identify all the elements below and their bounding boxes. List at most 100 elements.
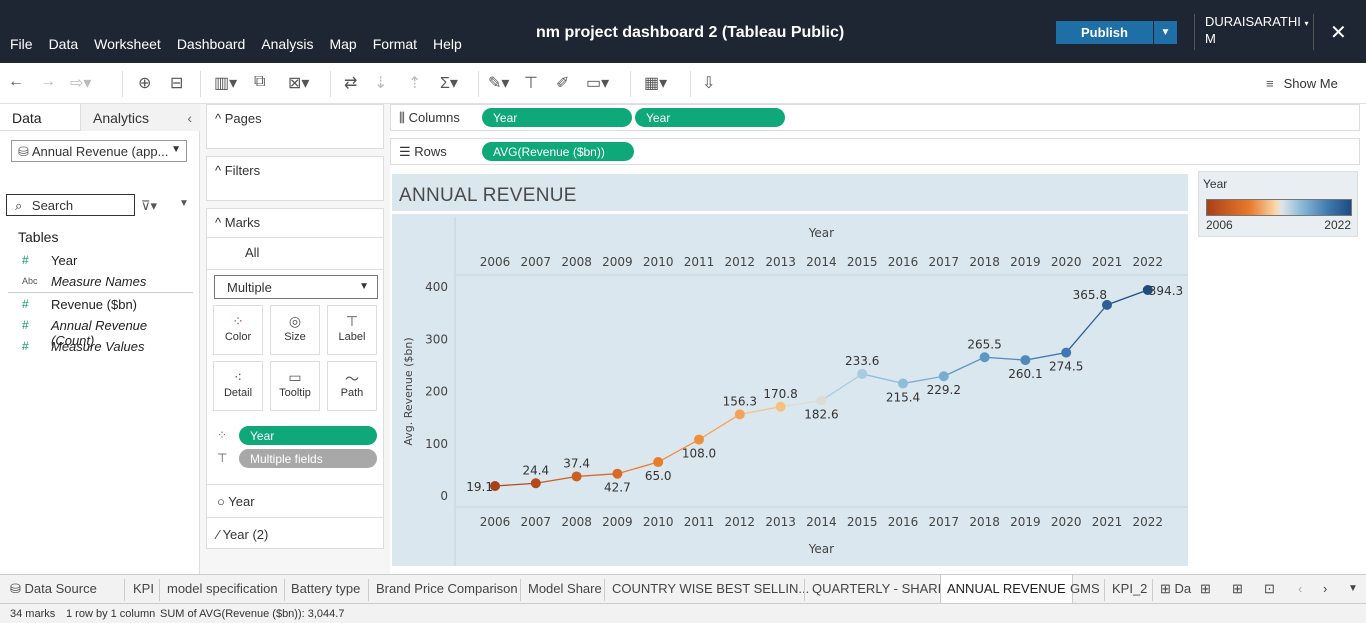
menu-data[interactable]: Data <box>48 36 79 52</box>
columns-shelf[interactable]: ⫼ Columns Year Year <box>390 104 1360 131</box>
new-datasource-icon[interactable]: ⊕ <box>138 75 152 92</box>
sheet-tab-model-specification[interactable]: model specification <box>167 581 278 596</box>
sort-asc-icon[interactable]: ⇣ <box>374 75 388 92</box>
marks-sub-card-year[interactable]: ○ Year <box>217 494 255 509</box>
pages-card[interactable]: ^ Pages <box>206 104 384 149</box>
redo-icon[interactable]: ⇨▾ <box>70 75 92 92</box>
search-input[interactable]: ⌕ Search <box>6 194 135 216</box>
publish-button[interactable]: Publish <box>1056 21 1153 44</box>
filters-card[interactable]: ^ Filters <box>206 156 384 201</box>
marks-pill-year[interactable]: Year <box>239 426 377 445</box>
status-bar: 34 marks 1 row by 1 column SUM of AVG(Re… <box>0 603 1366 623</box>
user-menu[interactable]: DURAISARATHI ▾ M <box>1194 14 1314 50</box>
marks-all-tab[interactable]: All <box>245 245 260 260</box>
menu-analysis[interactable]: Analysis <box>261 36 314 52</box>
sheet-tab-quarterly-share[interactable]: QUARTERLY - SHARE <box>812 581 947 596</box>
label-button[interactable]: ⊤ Label <box>327 305 377 355</box>
show-me-button[interactable]: ≡ Show Me <box>1266 76 1338 91</box>
field-name: Annual Revenue (Count) <box>51 318 148 348</box>
menu-help[interactable]: Help <box>433 36 462 52</box>
data-label: 229.2 <box>927 383 961 397</box>
menu-file[interactable]: File <box>10 36 33 52</box>
field-annual-revenue-count[interactable]: # Annual Revenue (Count) <box>0 315 193 348</box>
publish-dropdown-icon[interactable]: ▼ <box>1154 21 1177 44</box>
swap-icon[interactable]: ⇄ <box>344 75 358 92</box>
legend-max: 2022 <box>1324 218 1351 232</box>
new-worksheet-icon[interactable]: ⊞ <box>1200 581 1211 596</box>
format-icon[interactable]: ✐ <box>556 75 570 92</box>
download-icon[interactable]: ⇩ <box>702 75 716 92</box>
scroll-right-icon[interactable]: › <box>1323 581 1328 596</box>
sheet-tab-kpi[interactable]: KPI <box>133 581 154 596</box>
menu-format[interactable]: Format <box>372 36 418 52</box>
color-icon: ⁘ <box>232 313 244 329</box>
data-source-select[interactable]: ⛁ Annual Revenue (app... ▼ <box>11 140 187 162</box>
sheet-tab-gms[interactable]: GMS <box>1070 581 1100 596</box>
collapse-icon[interactable]: ‹ <box>187 110 192 126</box>
new-dashboard-icon[interactable]: ⊞ <box>1232 581 1243 596</box>
mark-type-select[interactable]: Multiple ▼ <box>214 275 378 299</box>
scroll-left-icon[interactable]: ‹ <box>1298 581 1303 596</box>
duplicate-sheet-icon[interactable]: ⧉ <box>254 73 266 90</box>
series-line-segment <box>1065 304 1108 353</box>
more-options-icon[interactable]: ▼ <box>179 198 189 209</box>
totals-icon[interactable]: Σ▾ <box>440 75 458 92</box>
tab-data[interactable]: Data <box>12 110 42 126</box>
columns-pill-year-2[interactable]: Year <box>635 108 785 127</box>
color-legend[interactable]: Year 2006 2022 <box>1198 171 1358 237</box>
sheet-tab-kpi-2[interactable]: KPI_2 <box>1112 581 1148 596</box>
top-tick-label: 2011 <box>684 255 715 269</box>
bottom-tick-label: 2021 <box>1092 515 1123 529</box>
color-button[interactable]: ⁘ Color <box>213 305 263 355</box>
path-icon: 〜 <box>345 371 359 387</box>
field-year[interactable]: # Year <box>0 250 193 271</box>
field-name: Revenue ($bn) <box>51 297 137 312</box>
back-icon[interactable]: ← <box>8 73 24 90</box>
forward-icon[interactable]: → <box>40 73 56 90</box>
y-tick-label: 400 <box>425 280 448 294</box>
presentation-icon[interactable]: ▦▾ <box>644 75 668 92</box>
columns-pill-year[interactable]: Year <box>482 108 632 127</box>
marks-pill-multiple-fields[interactable]: Multiple fields <box>239 449 377 468</box>
field-measure-names[interactable]: Abc Measure Names <box>0 271 193 292</box>
tab-analytics[interactable]: Analytics ‹ <box>80 104 200 131</box>
data-pane-tabs: Data Analytics ‹ <box>0 104 200 131</box>
menu-map[interactable]: Map <box>329 36 357 52</box>
field-measure-values[interactable]: # Measure Values <box>0 336 193 357</box>
sheet-tab-dashboard[interactable]: ⊞ Da <box>1160 581 1191 597</box>
highlight-icon[interactable]: ✎▾ <box>488 75 510 92</box>
path-button[interactable]: 〜 Path <box>327 361 377 411</box>
new-story-icon[interactable]: ⊡ <box>1264 581 1275 596</box>
sheet-tab-annual-revenue[interactable]: ANNUAL REVENUE <box>940 575 1073 604</box>
filter-icon[interactable]: ⊽▾ <box>141 198 158 213</box>
tooltip-button[interactable]: ▭ Tooltip <box>270 361 320 411</box>
search-icon: ⌕ <box>15 198 23 213</box>
sort-desc-icon[interactable]: ⇡ <box>408 75 422 92</box>
pause-update-icon[interactable]: ⊟ <box>170 75 184 92</box>
chevron-up-icon: ^ <box>215 111 222 126</box>
size-button[interactable]: ◎ Size <box>270 305 320 355</box>
rows-icon: ☰ <box>399 144 411 159</box>
tab-data-source[interactable]: ⛁ Data Source <box>10 581 97 597</box>
menu-worksheet[interactable]: Worksheet <box>94 36 161 52</box>
close-icon[interactable]: ✕ <box>1330 22 1347 44</box>
fit-icon[interactable]: ▭▾ <box>586 75 610 92</box>
sheet-tab-battery-type[interactable]: Battery type <box>291 581 361 596</box>
rows-pill-avg-revenue[interactable]: AVG(Revenue ($bn)) <box>482 142 634 161</box>
sheet-tab-model-share[interactable]: Model Share <box>528 581 602 596</box>
marks-sub-card-year-2[interactable]: ⁄ Year (2) <box>217 527 268 542</box>
chevron-up-icon: ^ <box>215 163 222 178</box>
clear-sheet-icon[interactable]: ⊠▾ <box>288 75 310 92</box>
sheet-tab-country-wise[interactable]: COUNTRY WISE BEST SELLIN... <box>612 581 810 596</box>
rows-shelf[interactable]: ☰ Rows AVG(Revenue ($bn)) <box>390 138 1360 165</box>
chart[interactable]: Year Year Avg. Revenue ($bn) 2006 2006 2007 20… <box>392 217 1188 566</box>
field-revenue[interactable]: # Revenue ($bn) <box>0 294 193 315</box>
sheet-tab-brand-price-comparison[interactable]: Brand Price Comparison <box>376 581 518 596</box>
new-worksheet-icon[interactable]: ▥▾ <box>214 75 238 92</box>
tab-list-icon[interactable]: ▼ <box>1348 583 1358 594</box>
detail-button[interactable]: ⁖ Detail <box>213 361 263 411</box>
menu-dashboard[interactable]: Dashboard <box>176 36 246 52</box>
color-label: Color <box>224 331 252 343</box>
show-labels-icon[interactable]: ⊤ <box>524 75 538 92</box>
marks-sub-card-label: Year (2) <box>222 527 269 542</box>
